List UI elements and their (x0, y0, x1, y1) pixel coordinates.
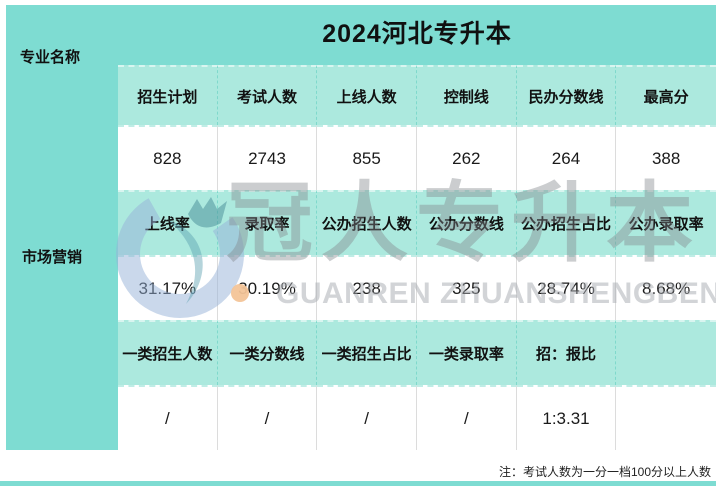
page-title: 2024河北专升本 (322, 20, 512, 48)
table-value-cell: / (317, 385, 417, 450)
cell-value: 1:3.31 (542, 408, 590, 428)
table-header-cell: 考试人数 (217, 65, 318, 125)
header-text: 录取率 (244, 216, 290, 233)
table-value-cell: 31.17% (118, 255, 218, 320)
table-header-cell: 上线人数 (317, 65, 417, 125)
header-text: 一类招生人数 (122, 346, 213, 363)
table-value-cell: 325 (416, 255, 517, 320)
cell-value: 325 (452, 278, 481, 298)
header-text: 民办分数线 (528, 88, 604, 106)
table-value-cell: 30.19% (217, 255, 318, 320)
table-header-cell: 公办招生占比 (516, 190, 617, 255)
cell-value: 2743 (248, 148, 286, 168)
cell-value: 28.74% (537, 278, 595, 298)
cell-value: 855 (352, 148, 381, 168)
table-value-cell: 264 (516, 125, 617, 190)
cell-value: / (463, 408, 469, 428)
header-text: 最高分 (643, 88, 689, 106)
cell-value: 8.68% (642, 278, 691, 298)
table-header-cell: 录取率 (217, 190, 318, 255)
table-header-cell: 控制线 (416, 65, 517, 125)
cell-value: 264 (551, 148, 581, 168)
table-header-cell: 公办招生人数 (317, 190, 417, 255)
data-table: 招生计划 考试人数 上线人数 控制线 民办分数线 最高分 828 2743 85… (118, 65, 716, 450)
header-text: 公办录取率 (628, 216, 704, 233)
header-text: 上线人数 (336, 88, 397, 106)
cell-value: 31.17% (138, 278, 197, 298)
bottom-divider (0, 481, 716, 486)
table-value-cell: 8.68% (616, 255, 716, 320)
header-text: 一类招生占比 (321, 346, 412, 363)
table-value-cell: 1:3.31 (516, 385, 617, 450)
table-value-cell (616, 385, 716, 450)
header-text: 招：报比 (535, 346, 596, 363)
cell-value: 388 (651, 148, 681, 168)
table-header-cell: 一类分数线 (217, 320, 318, 385)
header-text: 考试人数 (236, 88, 297, 106)
header-text: 一类录取率 (428, 346, 504, 363)
table-header-cell: 上线率 (118, 190, 218, 255)
table-header-cell: 最高分 (616, 65, 716, 125)
table-header-cell: 招生计划 (118, 65, 218, 125)
footnote: 注：考试人数为一分一档100分以上人数 (498, 465, 711, 479)
table-header-cell: 一类招生占比 (317, 320, 417, 385)
header-text: 控制线 (443, 88, 489, 106)
major-name-value: 市场营销 (22, 249, 83, 266)
cell-value: 828 (153, 148, 182, 168)
header-text: 一类分数线 (229, 346, 305, 363)
table-value-cell: / (118, 385, 218, 450)
table-value-cell: 262 (416, 125, 517, 190)
table-header-cell: 民办分数线 (516, 65, 617, 125)
cell-value: / (364, 408, 370, 428)
table-value-cell: 28.74% (516, 255, 617, 320)
cell-value: 262 (452, 148, 481, 168)
header-text: 招生计划 (137, 88, 198, 106)
table-value-cell: 855 (317, 125, 417, 190)
header-text: 上线率 (144, 216, 190, 233)
header-text: 公办分数线 (428, 216, 504, 233)
table-header-cell: 公办分数线 (416, 190, 517, 255)
table-value-cell: 238 (317, 255, 417, 320)
header-text: 公办招生占比 (520, 216, 611, 233)
table-header-cell: 招：报比 (516, 320, 617, 385)
table-value-cell: 828 (118, 125, 218, 190)
table-value-cell: 388 (616, 125, 716, 190)
table-header-cell: 一类招生人数 (118, 320, 218, 385)
table-header-cell: 一类录取率 (416, 320, 517, 385)
major-name-label: 专业名称 (20, 49, 81, 66)
header-text: 公办招生人数 (321, 216, 412, 233)
table-value-cell: 2743 (217, 125, 318, 190)
cell-value: / (264, 408, 270, 428)
cell-value: 238 (352, 278, 381, 298)
table-value-cell: / (217, 385, 318, 450)
table-header-cell: 公办录取率 (616, 190, 716, 255)
table-value-cell: / (416, 385, 517, 450)
table-header-cell (616, 320, 716, 385)
cell-value: / (164, 408, 170, 428)
cell-value: 30.19% (238, 278, 296, 298)
